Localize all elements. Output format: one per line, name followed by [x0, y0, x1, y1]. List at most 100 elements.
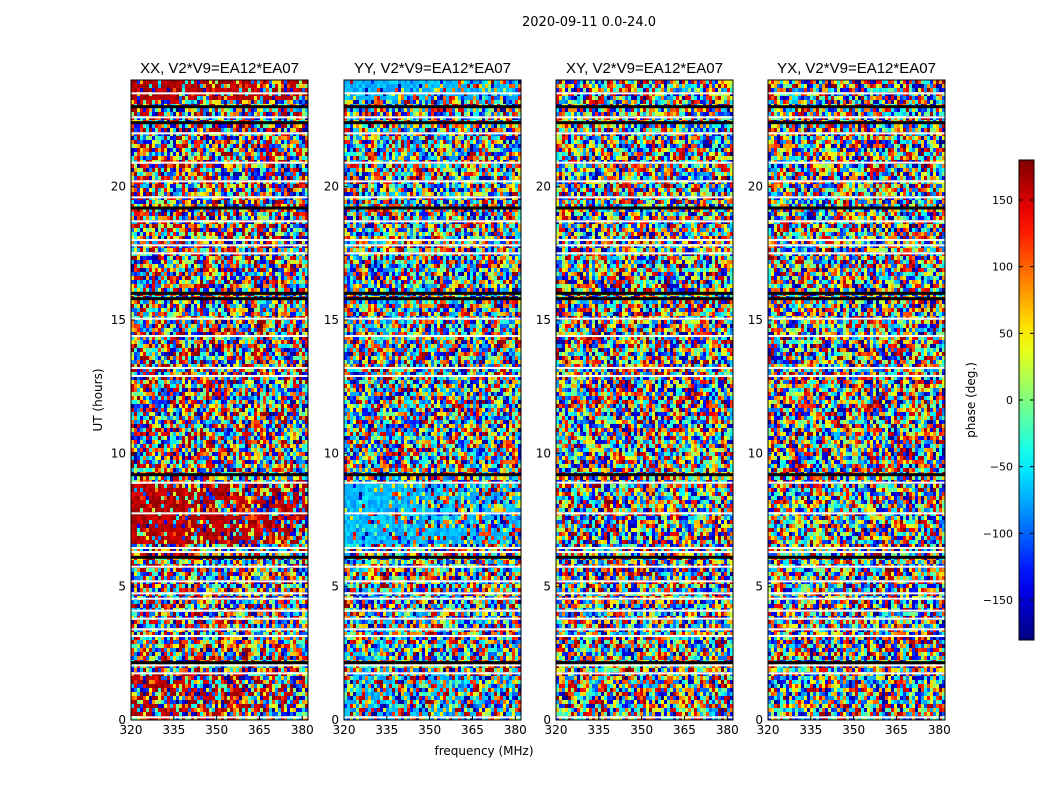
y-tick-label: 15	[536, 313, 551, 327]
flagged-white-row	[768, 617, 945, 620]
flagged-black-row	[556, 297, 733, 301]
flagged-white-row	[768, 551, 945, 553]
flagged-black-row	[131, 555, 308, 559]
flagged-white-row	[556, 220, 733, 223]
flagged-black-row	[344, 206, 521, 210]
phase-image	[131, 80, 308, 720]
flagged-white-row	[768, 547, 945, 549]
flagged-white-row	[556, 481, 733, 484]
y-tick-label: 20	[536, 180, 551, 194]
flagged-white-row	[556, 180, 733, 183]
x-tick-label: 320	[757, 723, 780, 737]
flagged-black-row	[131, 105, 308, 109]
flagged-black-row	[768, 121, 945, 125]
flagged-white-row	[768, 635, 945, 637]
flagged-black-row	[556, 206, 733, 210]
y-axis-label: UT (hours)	[91, 368, 105, 431]
flagged-white-row	[344, 375, 521, 377]
flagged-white-row	[131, 551, 308, 553]
y-tick-label: 5	[331, 580, 339, 594]
flagged-white-row	[768, 239, 945, 241]
flagged-white-row	[131, 92, 308, 95]
flagged-white-row	[556, 592, 733, 595]
flagged-white-row	[344, 664, 521, 667]
x-tick-label: 380	[504, 723, 527, 737]
flagged-white-row	[556, 512, 733, 515]
flagged-black-row	[768, 105, 945, 109]
colorbar-tick-label: −150	[983, 594, 1013, 607]
y-tick-label: 5	[755, 580, 763, 594]
x-tick-label: 365	[461, 723, 484, 737]
flagged-white-row	[344, 196, 521, 199]
flagged-white-row	[768, 672, 945, 675]
flagged-black-row	[556, 555, 733, 559]
flagged-white-row	[768, 512, 945, 515]
y-tick-label: 5	[543, 580, 551, 594]
flagged-white-row	[344, 92, 521, 95]
flagged-white-row	[344, 580, 521, 583]
flagged-white-row	[131, 635, 308, 637]
x-tick-label: 335	[375, 723, 398, 737]
flagged-white-row	[131, 116, 308, 119]
flagged-white-row	[556, 335, 733, 337]
flagged-white-row	[131, 547, 308, 549]
flagged-white-row	[131, 335, 308, 337]
flagged-white-row	[556, 375, 733, 377]
flagged-white-row	[344, 481, 521, 484]
flagged-white-row	[768, 161, 945, 164]
panel-4: YX, V2*V9=EA12*EA07 320 335 350 365 380 0 5 10 15…	[748, 60, 951, 737]
flagged-white-row	[556, 116, 733, 119]
figure-suptitle: 2020-09-11 0.0-24.0	[522, 15, 656, 30]
x-tick-label: 380	[291, 723, 314, 737]
flagged-white-row	[131, 196, 308, 199]
x-tick-label: 320	[333, 723, 356, 737]
y-tick-label: 10	[536, 446, 551, 460]
flagged-white-row	[344, 512, 521, 515]
y-tick-label: 20	[748, 180, 763, 194]
flagged-black-row	[768, 473, 945, 477]
colorbar-tick-label: 100	[992, 261, 1013, 274]
flagged-white-row	[556, 551, 733, 553]
flagged-black-row	[344, 291, 521, 295]
flagged-white-row	[344, 609, 521, 612]
flagged-white-row	[344, 672, 521, 675]
flagged-white-row	[768, 335, 945, 337]
flagged-white-row	[131, 617, 308, 620]
flagged-white-row	[344, 547, 521, 549]
flagged-black-row	[344, 105, 521, 109]
flagged-white-row	[556, 161, 733, 164]
flagged-white-row	[131, 716, 308, 719]
x-axis-label: frequency (MHz)	[434, 744, 533, 758]
x-tick-label: 320	[545, 723, 568, 737]
flagged-white-row	[344, 551, 521, 553]
flagged-white-row	[768, 244, 945, 247]
flagged-white-row	[344, 252, 521, 255]
flagged-white-row	[768, 597, 945, 600]
flagged-white-row	[344, 244, 521, 247]
flagged-black-row	[344, 297, 521, 301]
y-tick-label: 10	[748, 446, 763, 460]
flagged-white-row	[768, 252, 945, 255]
phase-image	[344, 80, 521, 720]
flagged-white-row	[131, 161, 308, 164]
panel-3: XY, V2*V9=EA12*EA07 320 335 350 365 380 0 5 10 15…	[536, 60, 739, 737]
flagged-white-row	[556, 635, 733, 637]
flagged-black-row	[556, 661, 733, 665]
colorbar-tick-label: 150	[992, 194, 1013, 207]
x-tick-label: 320	[120, 723, 143, 737]
flagged-white-row	[556, 367, 733, 369]
flagged-black-row	[768, 661, 945, 665]
flagged-white-row	[131, 252, 308, 255]
flagged-black-row	[344, 121, 521, 125]
y-tick-label: 0	[543, 713, 551, 727]
flagged-white-row	[131, 597, 308, 600]
flagged-white-row	[768, 317, 945, 320]
flagged-white-row	[556, 92, 733, 95]
flagged-white-row	[556, 196, 733, 199]
flagged-white-row	[556, 580, 733, 583]
panel-frame	[130, 79, 309, 721]
flagged-white-row	[131, 664, 308, 667]
x-tick-label: 350	[842, 723, 865, 737]
flagged-white-row	[768, 375, 945, 377]
panel-frame	[555, 79, 734, 721]
